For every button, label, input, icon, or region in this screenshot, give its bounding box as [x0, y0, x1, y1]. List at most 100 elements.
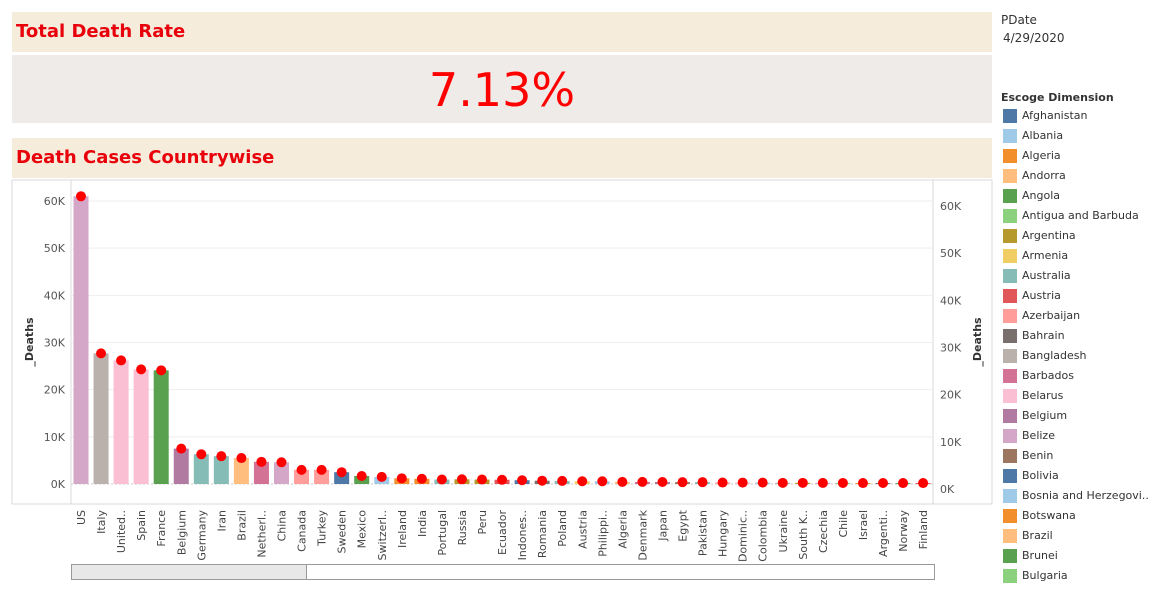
data-point[interactable] — [116, 355, 127, 366]
bar[interactable] — [494, 479, 510, 484]
data-point[interactable] — [597, 476, 608, 487]
legend-item[interactable]: Bulgaria — [1003, 569, 1163, 583]
data-point[interactable] — [898, 478, 909, 489]
legend-item[interactable]: Belize — [1003, 429, 1163, 443]
data-point[interactable] — [456, 474, 467, 485]
data-point[interactable] — [236, 453, 247, 464]
bar[interactable] — [213, 456, 229, 484]
bar[interactable] — [835, 482, 851, 484]
data-point[interactable] — [216, 451, 227, 462]
data-point[interactable] — [697, 477, 708, 488]
data-point[interactable] — [436, 474, 447, 485]
legend-item[interactable]: Angola — [1003, 189, 1163, 203]
data-point[interactable] — [276, 457, 287, 468]
bar[interactable] — [374, 476, 390, 484]
bar[interactable] — [294, 469, 310, 484]
bar[interactable] — [93, 353, 109, 484]
bar[interactable] — [153, 370, 169, 484]
data-point[interactable] — [817, 477, 828, 488]
legend-item[interactable]: Botswana — [1003, 509, 1163, 523]
data-point[interactable] — [777, 477, 788, 488]
data-point[interactable] — [136, 364, 147, 375]
data-point[interactable] — [336, 467, 347, 478]
legend-item[interactable]: Barbados — [1003, 369, 1163, 383]
bar[interactable] — [133, 369, 149, 484]
legend-item[interactable]: Bosnia and Herzegovi.. — [1003, 489, 1163, 503]
bar[interactable] — [815, 482, 831, 484]
bar[interactable] — [654, 482, 670, 484]
legend-item[interactable]: Armenia — [1003, 249, 1163, 263]
data-point[interactable] — [416, 473, 427, 484]
chart-scrollbar[interactable] — [71, 564, 935, 580]
bar[interactable] — [514, 480, 530, 484]
legend-item[interactable]: Afghanistan — [1003, 109, 1163, 123]
data-point[interactable] — [176, 443, 187, 454]
bar[interactable] — [334, 472, 350, 484]
data-point[interactable] — [717, 477, 728, 488]
data-point[interactable] — [677, 477, 688, 488]
bar[interactable] — [915, 483, 931, 485]
bar[interactable] — [634, 481, 650, 484]
legend-item[interactable]: Belarus — [1003, 389, 1163, 403]
bar[interactable] — [695, 482, 711, 484]
bar[interactable] — [454, 479, 470, 484]
bar[interactable] — [795, 482, 811, 484]
data-point[interactable] — [857, 478, 868, 489]
data-point[interactable] — [296, 464, 307, 475]
bar[interactable] — [73, 196, 89, 485]
bar[interactable] — [113, 360, 129, 484]
data-point[interactable] — [497, 474, 508, 485]
legend-item[interactable]: Azerbaijan — [1003, 309, 1163, 323]
bar[interactable] — [614, 481, 630, 484]
bar[interactable] — [394, 478, 410, 484]
data-point[interactable] — [196, 449, 207, 460]
bar[interactable] — [574, 481, 590, 484]
data-point[interactable] — [557, 475, 568, 486]
data-point[interactable] — [637, 476, 648, 487]
scrollbar-thumb[interactable] — [72, 565, 307, 579]
bar[interactable] — [895, 483, 911, 485]
bar[interactable] — [594, 481, 610, 484]
legend-item[interactable]: Bangladesh — [1003, 349, 1163, 363]
legend-item[interactable]: Austria — [1003, 289, 1163, 303]
data-point[interactable] — [737, 477, 748, 488]
bar[interactable] — [474, 479, 490, 484]
bar[interactable] — [253, 461, 269, 484]
data-point[interactable] — [837, 477, 848, 488]
bar[interactable] — [755, 482, 771, 484]
filter-value[interactable]: 4/29/2020 — [1003, 31, 1065, 45]
bar[interactable] — [554, 480, 570, 484]
data-point[interactable] — [477, 474, 487, 485]
bar[interactable] — [314, 469, 330, 484]
legend-item[interactable]: Antigua and Barbuda — [1003, 209, 1163, 223]
bar[interactable] — [274, 462, 289, 484]
bar[interactable] — [193, 454, 209, 484]
legend-item[interactable]: Brazil — [1003, 529, 1163, 543]
data-point[interactable] — [878, 478, 888, 489]
legend-item[interactable]: Belgium — [1003, 409, 1163, 423]
data-point[interactable] — [537, 475, 548, 486]
data-point[interactable] — [376, 471, 387, 482]
legend-item[interactable]: Andorra — [1003, 169, 1163, 183]
legend-item[interactable]: Australia — [1003, 269, 1163, 283]
data-point[interactable] — [797, 477, 808, 488]
bar[interactable] — [715, 482, 731, 484]
data-point[interactable] — [657, 477, 668, 488]
data-point[interactable] — [757, 477, 768, 488]
data-point[interactable] — [316, 464, 327, 475]
legend-item[interactable]: Algeria — [1003, 149, 1163, 163]
data-point[interactable] — [156, 365, 167, 376]
data-point[interactable] — [517, 475, 528, 486]
bar[interactable] — [735, 482, 751, 484]
bar[interactable] — [775, 482, 791, 484]
data-point[interactable] — [76, 191, 86, 202]
data-point[interactable] — [356, 470, 367, 481]
data-point[interactable] — [96, 348, 107, 359]
legend-item[interactable]: Brunei — [1003, 549, 1163, 563]
legend-item[interactable]: Bahrain — [1003, 329, 1163, 343]
bar[interactable] — [855, 483, 871, 485]
legend-item[interactable]: Argentina — [1003, 229, 1163, 243]
data-point[interactable] — [396, 473, 407, 484]
data-point[interactable] — [256, 456, 267, 467]
bar[interactable] — [675, 482, 690, 484]
